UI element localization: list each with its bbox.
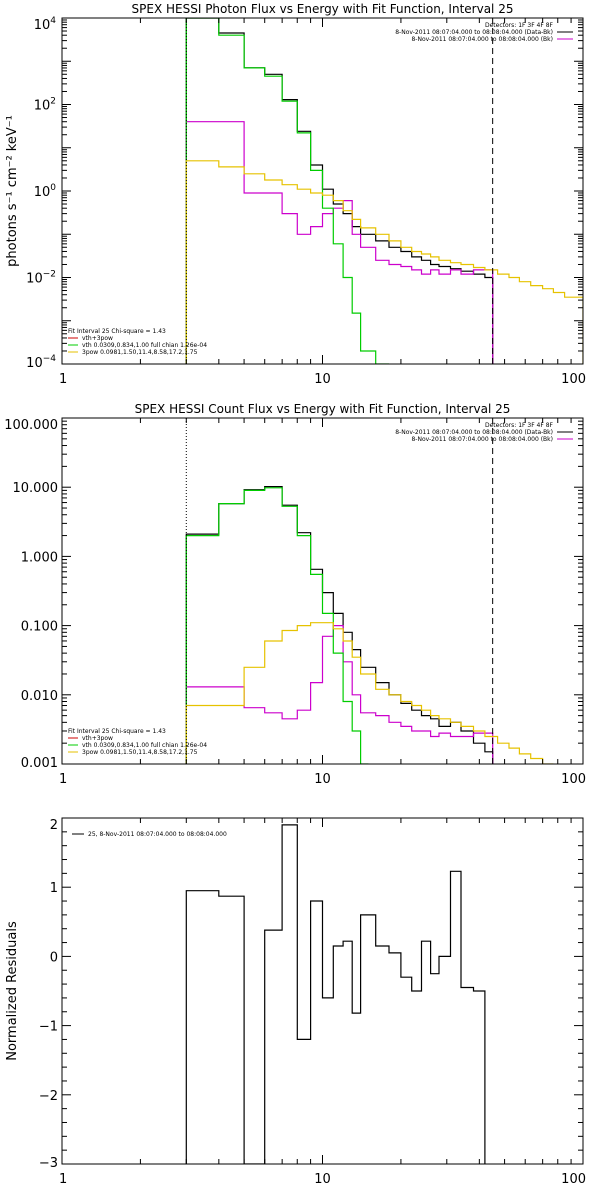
legend-entry: 8-Nov-2011 08:07:04.000 to 08:08:04.000 … (411, 436, 553, 443)
y-tick-label: 10−2 (26, 270, 56, 287)
legend-entry: Detectors: 1F 3F 4F 8F (485, 422, 554, 429)
series-data-bk-line (185, 18, 494, 364)
y-tick-label: 2 (50, 818, 58, 833)
y-tick-label: −1 (39, 1020, 58, 1035)
legend-entry: 25, 8-Nov-2011 08:07:04.000 to 08:08:04.… (88, 831, 227, 838)
legend-entry: 8-Nov-2011 08:07:04.000 to 08:08:04.000 … (395, 29, 553, 36)
series-3pow-line (185, 622, 554, 764)
series-vth-line (185, 487, 369, 764)
series-vth-line (185, 18, 389, 364)
x-tick-label: 10 (314, 772, 331, 787)
series-group (185, 486, 554, 764)
chart-panel-1: 1 10 100 10−4 10−2 100 102 104 SPEX HESSI Photon… (5, 2, 586, 387)
y-tick-label: 0.100 (21, 620, 58, 635)
y-tick-label: 1.000 (21, 550, 58, 565)
legend-entry: Detectors: 1F 3F 4F 8F (485, 22, 554, 29)
y-tick-label: 0 (50, 950, 58, 965)
chart-panel-2: 1 10 100 0.001 0.010 0.100 1.000 10.000 100.000 S… (4, 402, 586, 787)
x-tick-label: 100 (561, 772, 586, 787)
x-tick-label: 1 (59, 1172, 67, 1187)
y-tick-label: 0.010 (21, 689, 58, 704)
y-tick-label: −3 (39, 1156, 58, 1171)
series-bk-line (185, 625, 494, 764)
y-tick-label: 102 (34, 97, 56, 114)
x-tick-label: 10 (314, 1172, 331, 1187)
series-25-8-nov-2011-08-07-04-000-to-08-08-04-000-line (185, 824, 486, 1164)
series-group (185, 18, 583, 364)
chart-title: SPEX HESSI Count Flux vs Energy with Fit… (135, 402, 511, 416)
legend-entry: 8-Nov-2011 08:07:04.000 to 08:08:04.000 … (411, 36, 553, 43)
chart-panel-3: 1 10 100 −3 −2 −1 0 1 2 Normalized Residuals 25, 8… (5, 817, 586, 1187)
y-tick-label: 1 (50, 881, 58, 896)
series-bk-line (185, 121, 494, 364)
x-tick-label: 1 (59, 772, 67, 787)
y-tick-label: −2 (39, 1089, 58, 1104)
x-tick-label: 100 (561, 372, 586, 387)
x-tick-label: 10 (314, 372, 331, 387)
legend-entry: Fit Interval 25 Chi-square = 1.43 (68, 328, 166, 335)
legend-entry: vth 0.0309,0.834,1.00 full chian 1.26e-0… (82, 342, 207, 349)
y-tick-label: 100 (34, 183, 57, 200)
legend-entry: 8-Nov-2011 08:07:04.000 to 08:08:04.000 … (395, 429, 553, 436)
y-tick-label: 100.000 (4, 418, 58, 433)
y-tick-label: 0.001 (21, 756, 58, 771)
legend-entry: Fit Interval 25 Chi-square = 1.43 (68, 728, 166, 735)
series-group (185, 824, 486, 1164)
y-tick-label: 10.000 (13, 481, 59, 496)
y-tick-label: 104 (34, 16, 57, 33)
chart-title: SPEX HESSI Photon Flux vs Energy with Fi… (132, 2, 514, 16)
legend-entry: vth 0.0309,0.834,1.00 full chian 1.26e-0… (82, 742, 207, 749)
legend-entry: vth+3pow (82, 735, 113, 742)
x-tick-label: 1 (59, 372, 67, 387)
x-tick-label: 100 (561, 1172, 586, 1187)
legend-entry: 3pow 0.0981,1.50,11.4,8.58,17.2,1.75 (82, 349, 198, 356)
y-axis-label: Normalized Residuals (5, 921, 20, 1061)
legend-entry: 3pow 0.0981,1.50,11.4,8.58,17.2,1.75 (82, 749, 198, 756)
series-3pow-line (185, 160, 583, 364)
y-tick-label: 10−4 (26, 354, 56, 371)
y-axis-label: photons s⁻¹ cm⁻² keV⁻¹ (5, 115, 20, 267)
legend-entry: vth+3pow (82, 335, 113, 342)
